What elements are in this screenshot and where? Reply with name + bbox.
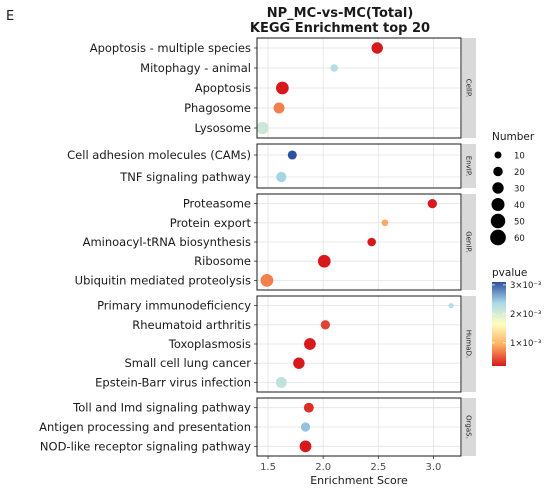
term-label: Lysosome <box>195 121 252 135</box>
data-point <box>275 376 287 388</box>
color-legend-label: 2×10⁻³ <box>510 310 541 320</box>
panel-background <box>257 144 461 188</box>
term-label: Rheumatoid arthritis <box>132 318 251 332</box>
size-legend-title: Number <box>492 131 535 143</box>
term-label: Antigen processing and presentation <box>39 420 251 434</box>
color-legend-label: 3×10⁻³ <box>510 281 541 291</box>
color-legend: pvalue 3×10⁻³ 2×10⁻³ 1×10⁻³ <box>492 267 541 366</box>
size-legend-dot <box>494 151 502 159</box>
size-legend-label: 10 <box>514 152 525 162</box>
facet-strip-label: GenIP. <box>465 231 473 253</box>
data-point <box>367 237 376 247</box>
data-point <box>287 150 297 160</box>
x-tick-label: 1.5 <box>260 462 276 473</box>
facet-strip <box>462 398 476 456</box>
size-legend-label: 60 <box>514 234 525 244</box>
data-point <box>293 357 305 369</box>
panel-border <box>256 143 462 189</box>
size-legend-dot <box>490 229 506 246</box>
term-label: Toxoplasmosis <box>168 337 251 351</box>
data-point <box>299 440 312 453</box>
facet-strip <box>462 194 476 290</box>
term-label: Apoptosis - multiple species <box>90 41 251 55</box>
panel-border <box>256 295 462 393</box>
term-label: Protein export <box>170 216 252 230</box>
size-legend-label: 20 <box>514 168 525 178</box>
panel-border <box>256 193 462 291</box>
size-legend-dot <box>491 197 505 212</box>
x-tick-label: 3.0 <box>425 462 441 473</box>
data-point <box>276 171 287 183</box>
term-label: Proteasome <box>183 197 251 211</box>
color-legend-title: pvalue <box>492 267 527 279</box>
term-label: Phagosome <box>184 101 251 115</box>
data-point <box>276 81 289 95</box>
term-label: Ubiquitin mediated proteolysis <box>75 273 251 287</box>
data-point <box>381 219 389 227</box>
term-label: Primary immunodeficiency <box>97 299 251 313</box>
size-legend-dot <box>492 182 504 194</box>
size-legend-dot <box>490 213 506 229</box>
color-legend-label: 1×10⁻³ <box>510 339 541 349</box>
term-label: Cell adhesion molecules (CAMs) <box>67 148 251 162</box>
term-label: Small cell lung cancer <box>124 356 251 370</box>
color-legend-bar <box>492 282 506 366</box>
data-point <box>317 254 331 268</box>
size-legend: Number 10 20 30 40 50 60 <box>490 131 535 246</box>
facet-panel: Toll and Imd signaling pathway Antigen pr… <box>39 397 476 457</box>
data-point <box>427 198 437 209</box>
facet-strip-label: CellP. <box>465 79 473 97</box>
facet-strip-label: HumaD. <box>465 330 473 358</box>
panel-border <box>256 37 462 139</box>
data-point <box>273 102 285 114</box>
data-point <box>320 320 331 330</box>
size-legend-dot <box>493 166 503 177</box>
facet-panel: Proteasome Protein export Aminoacyl-tRNA b… <box>75 193 476 291</box>
size-legend-label: 30 <box>514 185 525 195</box>
facet-panels: Apoptosis - multiple species Mitophagy - … <box>39 37 476 457</box>
facet-strip-label: OrgaS. <box>465 415 473 439</box>
panel-tag: E <box>6 9 14 24</box>
size-legend-label: 50 <box>514 218 525 228</box>
x-tick-label: 2.0 <box>315 462 331 473</box>
chart-title: NP_MC-vs-MC(Total) <box>267 6 414 21</box>
term-label: Toll and Imd signaling pathway <box>72 401 251 415</box>
size-legend-label: 40 <box>514 201 525 211</box>
x-axis: 1.5 2.0 2.5 3.0 <box>260 456 441 473</box>
term-label: Epstein-Barr virus infection <box>95 375 251 389</box>
term-label: Apoptosis <box>195 81 251 95</box>
x-axis-label: Enrichment Score <box>310 474 408 487</box>
facet-strip-label: EnvIP. <box>465 156 473 176</box>
panel-border <box>256 397 462 457</box>
x-tick-label: 2.5 <box>370 462 386 473</box>
term-label: Mitophagy - animal <box>140 61 251 75</box>
facet-panel: Apoptosis - multiple species Mitophagy - … <box>90 37 476 139</box>
chart-subtitle: KEGG Enrichment top 20 <box>250 21 430 36</box>
facet-panel: Cell adhesion molecules (CAMs) TNF signal… <box>67 143 476 189</box>
data-point <box>371 42 383 54</box>
data-point <box>330 64 338 72</box>
facet-strip <box>462 296 476 392</box>
term-label: TNF signaling pathway <box>119 170 251 184</box>
data-point <box>303 402 314 413</box>
term-label: Aminoacyl-tRNA biosynthesis <box>83 235 251 249</box>
data-point <box>256 121 269 135</box>
term-label: Ribosome <box>194 254 251 268</box>
term-label: NOD-like receptor signaling pathway <box>40 439 251 453</box>
facet-panel: Primary immunodeficiency Rheumatoid arthr… <box>95 295 476 393</box>
data-point <box>300 422 311 432</box>
facet-strip <box>462 144 476 188</box>
data-point <box>304 338 316 350</box>
data-point <box>448 302 454 309</box>
data-point <box>260 274 274 287</box>
facet-strip <box>462 38 476 138</box>
